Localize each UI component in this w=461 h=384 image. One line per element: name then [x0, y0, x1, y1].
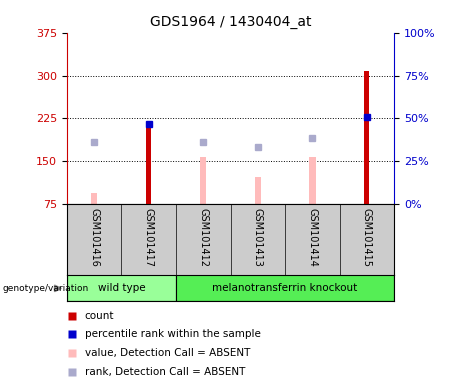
Bar [254, 177, 261, 204]
Text: GSM101413: GSM101413 [253, 208, 263, 267]
Text: rank, Detection Call = ABSENT: rank, Detection Call = ABSENT [85, 367, 245, 377]
Text: count: count [85, 311, 114, 321]
Title: GDS1964 / 1430404_at: GDS1964 / 1430404_at [150, 15, 311, 29]
Text: value, Detection Call = ABSENT: value, Detection Call = ABSENT [85, 348, 250, 358]
Bar [91, 193, 97, 204]
Bar [365, 71, 369, 204]
Text: GSM101417: GSM101417 [144, 208, 154, 267]
Bar [67, 275, 176, 301]
Text: GSM101415: GSM101415 [362, 208, 372, 267]
Bar [176, 275, 394, 301]
Bar [200, 157, 207, 204]
Text: GSM101412: GSM101412 [198, 208, 208, 267]
Text: GSM101414: GSM101414 [307, 208, 317, 267]
Text: percentile rank within the sample: percentile rank within the sample [85, 329, 261, 339]
Text: melanotransferrin knockout: melanotransferrin knockout [213, 283, 358, 293]
Bar [146, 122, 151, 204]
Text: GSM101416: GSM101416 [89, 208, 99, 267]
Text: wild type: wild type [98, 283, 145, 293]
Bar [309, 157, 316, 204]
Text: genotype/variation: genotype/variation [2, 284, 89, 293]
